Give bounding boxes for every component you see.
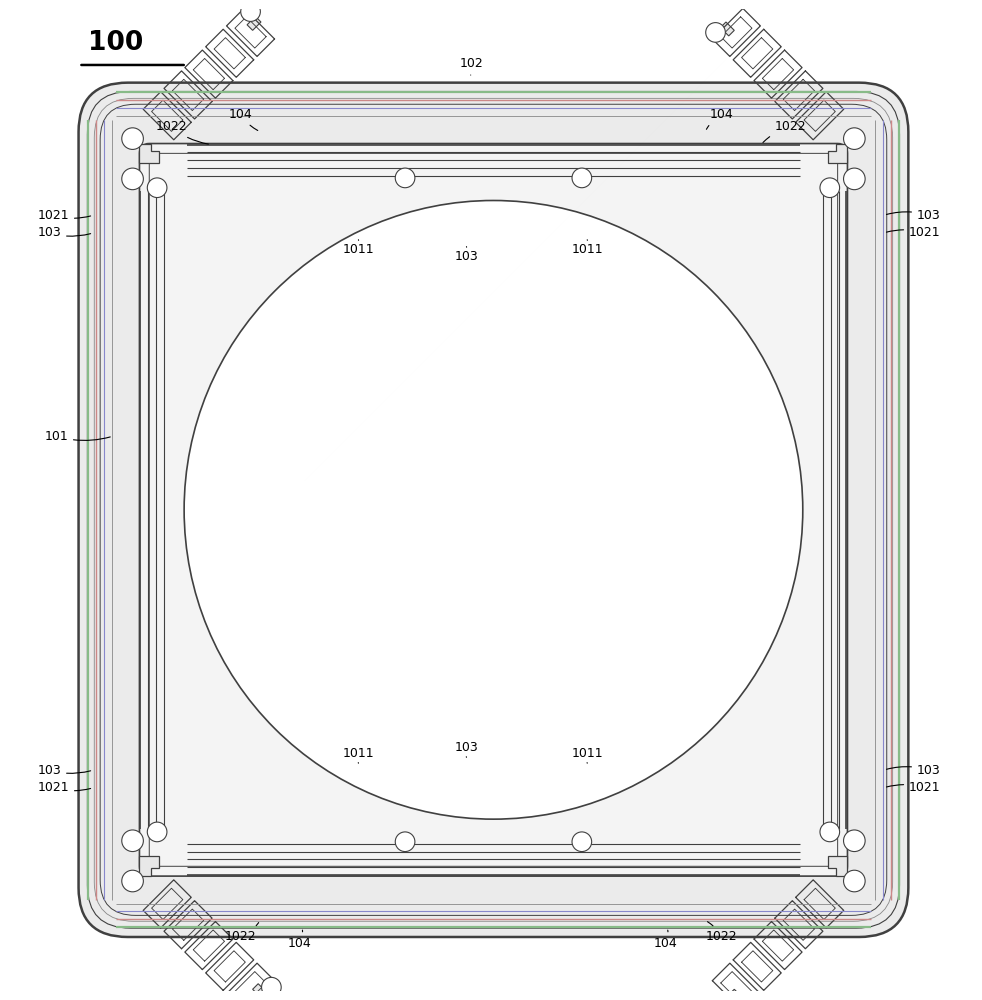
- Text: 103: 103: [455, 247, 478, 263]
- Circle shape: [844, 830, 865, 852]
- Circle shape: [820, 822, 840, 842]
- Text: 104: 104: [229, 108, 257, 130]
- Circle shape: [706, 23, 726, 42]
- Circle shape: [122, 830, 143, 852]
- Text: 103: 103: [887, 209, 941, 222]
- Text: 1021: 1021: [887, 226, 941, 239]
- Text: 1022: 1022: [706, 922, 737, 943]
- Text: 1022: 1022: [225, 923, 258, 943]
- Text: 103: 103: [37, 764, 90, 777]
- Circle shape: [261, 977, 281, 997]
- Text: 103: 103: [887, 764, 941, 777]
- Circle shape: [820, 178, 840, 198]
- Circle shape: [241, 2, 260, 21]
- Circle shape: [395, 168, 414, 188]
- Polygon shape: [247, 16, 261, 30]
- Circle shape: [147, 822, 167, 842]
- Circle shape: [122, 870, 143, 892]
- Text: 100: 100: [88, 30, 143, 56]
- Text: 103: 103: [455, 741, 478, 757]
- Text: 1011: 1011: [572, 747, 603, 763]
- Circle shape: [184, 200, 802, 819]
- Text: 104: 104: [288, 930, 311, 950]
- Circle shape: [122, 128, 143, 149]
- Text: 1011: 1011: [572, 240, 603, 256]
- Polygon shape: [828, 856, 847, 876]
- Circle shape: [395, 832, 414, 852]
- Text: 101: 101: [44, 430, 110, 443]
- Text: 1011: 1011: [343, 240, 374, 256]
- Text: 104: 104: [706, 108, 734, 129]
- Text: 104: 104: [654, 930, 678, 950]
- Text: 1011: 1011: [343, 747, 374, 763]
- Text: 1022: 1022: [763, 120, 806, 143]
- Text: 1022: 1022: [156, 120, 208, 144]
- Circle shape: [844, 870, 865, 892]
- Circle shape: [844, 128, 865, 149]
- Polygon shape: [252, 984, 266, 998]
- Polygon shape: [828, 144, 847, 163]
- Circle shape: [122, 168, 143, 190]
- Circle shape: [727, 998, 746, 1000]
- Text: 1021: 1021: [37, 209, 90, 222]
- Text: 1021: 1021: [37, 781, 90, 794]
- Circle shape: [147, 178, 167, 198]
- Text: 102: 102: [460, 57, 483, 75]
- Circle shape: [572, 168, 591, 188]
- FancyBboxPatch shape: [79, 83, 908, 937]
- Polygon shape: [139, 856, 159, 876]
- Circle shape: [572, 832, 591, 852]
- Polygon shape: [726, 989, 739, 1000]
- Text: 1021: 1021: [887, 781, 941, 794]
- FancyBboxPatch shape: [139, 144, 847, 876]
- Text: 103: 103: [37, 226, 90, 239]
- Polygon shape: [721, 22, 735, 36]
- Circle shape: [844, 168, 865, 190]
- Polygon shape: [139, 144, 159, 163]
